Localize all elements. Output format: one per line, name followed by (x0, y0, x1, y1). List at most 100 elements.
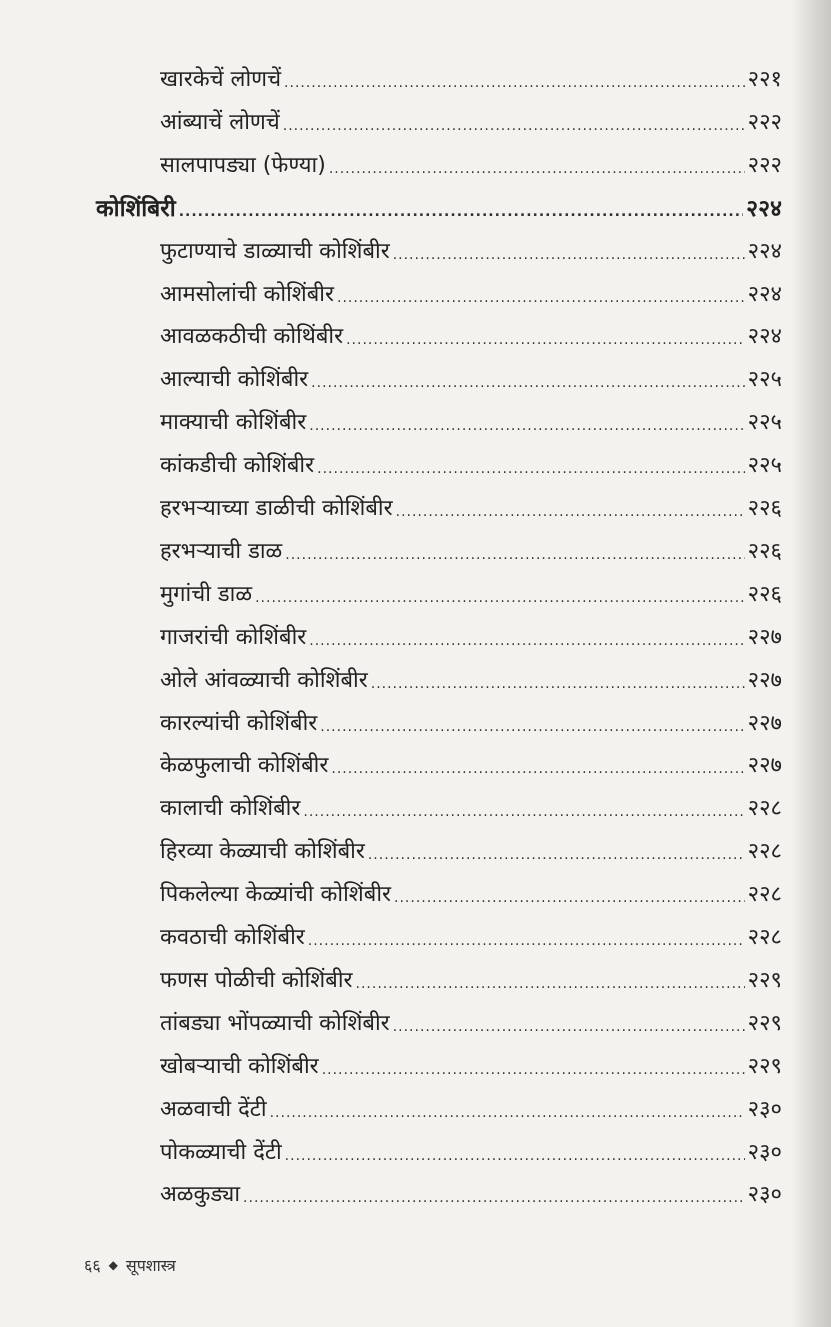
toc-entry: आल्याची कोशिंबीर २२५ (160, 355, 782, 395)
entry-title: मुगांची डाळ (160, 581, 253, 607)
dot-leader (309, 629, 744, 653)
entry-page-number: २२८ (747, 839, 782, 865)
toc-entry: फुटाण्याचे डाळ्याची कोशिंबीर २२४ (160, 227, 782, 267)
entry-title: अळकुड्या (160, 1182, 241, 1208)
diamond-bullet-icon: ◆ (108, 1258, 118, 1272)
entry-title: माक्याची कोशिंबीर (160, 410, 307, 436)
toc-entry: कारल्यांची कोशिंबीर २२७ (160, 699, 782, 739)
entry-page-number: २३० (747, 1139, 782, 1165)
entry-page-number: २२६ (747, 538, 782, 564)
dot-leader (346, 328, 745, 352)
entry-page-number: २२५ (747, 410, 782, 436)
entry-title: पिकलेल्या केळ्यांची कोशिंबीर (160, 882, 392, 908)
entry-page-number: २३० (747, 1096, 782, 1122)
entry-title: हरभऱ्याच्या डाळीची कोशिंबीर (160, 496, 393, 521)
dot-leader (285, 1144, 745, 1168)
entry-page-number: २२६ (747, 581, 782, 607)
toc-entry: हरभऱ्याची डाळ २२६ (160, 527, 782, 567)
toc-entry: माक्याची कोशिंबीर २२५ (160, 398, 782, 438)
entry-page-number: २२८ (747, 925, 782, 950)
dot-leader (371, 672, 745, 696)
toc-entry: आमसोलांची कोशिंबीर २२४ (160, 270, 782, 310)
dot-leader (303, 800, 744, 824)
entry-title: आमसोलांची कोशिंबीर (160, 281, 334, 307)
entry-page-number: २२७ (747, 667, 782, 693)
entry-title: तांबड्या भोंपळ्याची कोशिंबीर (160, 1010, 390, 1036)
entry-title: आंब्याचें लोणचें (160, 109, 280, 135)
entry-page-number: २२८ (747, 796, 782, 822)
toc-entry: खारकेचें लोणचें २२१ (160, 55, 782, 95)
toc-entry: कवठाची कोशिंबीर २२८ (160, 913, 782, 953)
entry-title: गाजरांची कोशिंबीर (160, 624, 307, 650)
toc-entry: हिरव्या केळ्याची कोशिंबीर २२८ (160, 827, 782, 867)
page-edge-shadow (791, 0, 831, 1327)
dot-leader (356, 972, 745, 996)
dot-leader (393, 1015, 745, 1039)
toc-entry: अळवाची देंटी २३० (160, 1085, 782, 1125)
entry-title: कारल्यांची कोशिंबीर (160, 710, 318, 736)
entry-title: कांकडीची कोशिंबीर (160, 453, 315, 479)
toc-entry: हरभऱ्याच्या डाळीची कोशिंबीर २२६ (160, 484, 782, 524)
entry-title: कवठाची कोशिंबीर (160, 925, 305, 950)
dot-leader (329, 157, 745, 181)
dot-leader (243, 1186, 745, 1210)
dot-leader (368, 843, 745, 867)
entry-title: पोकळ्याची देंटी (160, 1139, 282, 1165)
entry-title: केळफुलाची कोशिंबीर (160, 753, 329, 779)
dot-leader (320, 715, 744, 739)
entry-page-number: २२७ (747, 753, 782, 779)
dot-leader (396, 500, 745, 524)
entry-title: ओले आंवळ्याची कोशिंबीर (160, 667, 368, 693)
toc-entry: मुगांची डाळ २२६ (160, 570, 782, 610)
entry-page-number: २३० (747, 1182, 782, 1208)
entry-page-number: २२८ (747, 882, 782, 908)
entry-title: आल्याची कोशिंबीर (160, 367, 309, 393)
dot-leader (393, 243, 745, 267)
entry-page-number: २२५ (747, 367, 782, 393)
entry-page-number: २२९ (747, 967, 782, 993)
entry-title: खोबऱ्याची कोशिंबीर (160, 1053, 319, 1079)
toc-entry: केळफुलाची कोशिंबीर २२७ (160, 741, 782, 781)
dot-leader (317, 457, 745, 481)
toc-entry: पिकलेल्या केळ्यांची कोशिंबीर २२८ (160, 870, 782, 910)
entry-page-number: २२६ (747, 496, 782, 521)
entry-page-number: २२५ (747, 453, 782, 479)
entry-title: अळवाची देंटी (160, 1096, 267, 1122)
entry-title: कालाची कोशिंबीर (160, 796, 301, 822)
entry-page-number: २२४ (747, 281, 782, 307)
book-title: सूपशास्त्र (125, 1256, 176, 1275)
toc-entry: फणस पोळीची कोशिंबीर २२९ (160, 956, 782, 996)
entry-page-number: २२१ (747, 67, 782, 92)
dot-leader (309, 414, 744, 438)
toc-entry: आवळकठीची कोथिंबीर २२४ (160, 312, 782, 352)
toc-entry: कांकडीची कोशिंबीर २२५ (160, 441, 782, 481)
entry-title: सालपापड्या (फेण्या) (160, 152, 326, 178)
toc-entry: खोबऱ्याची कोशिंबीर २२९ (160, 1042, 782, 1082)
entry-title: फुटाण्याचे डाळ्याची कोशिंबीर (160, 238, 390, 264)
entry-page-number: २२४ (747, 238, 782, 264)
page-footer: ६६ ◆ सूपशास्त्र (84, 1254, 176, 1276)
dot-leader (337, 286, 745, 310)
entry-page-number: २२४ (746, 195, 782, 222)
entry-page-number: २२९ (747, 1053, 782, 1079)
entry-title: फणस पोळीची कोशिंबीर (160, 967, 353, 993)
dot-leader (284, 71, 745, 95)
entry-page-number: २२२ (747, 152, 782, 178)
toc-section-heading: कोशिंबिरी २२४ (96, 184, 782, 224)
toc-entry: पोकळ्याची देंटी २३० (160, 1128, 782, 1168)
entry-page-number: २२४ (747, 324, 782, 350)
entry-title: आवळकठीची कोथिंबीर (160, 324, 344, 350)
toc-entry: ओले आंवळ्याची कोशिंबीर २२७ (160, 656, 782, 696)
dot-leader (331, 757, 744, 781)
entry-title: खारकेचें लोणचें (160, 67, 282, 92)
dot-leader (270, 1101, 745, 1125)
entry-page-number: २२७ (747, 624, 782, 650)
dot-leader (308, 929, 745, 953)
dot-leader (255, 586, 745, 610)
toc-entry: आंब्याचें लोणचें २२२ (160, 98, 782, 138)
dot-leader (311, 371, 745, 395)
toc-entry: तांबड्या भोंपळ्याची कोशिंबीर २२९ (160, 999, 782, 1039)
dot-leader (283, 114, 745, 138)
toc-entry: गाजरांची कोशिंबीर २२७ (160, 613, 782, 653)
toc-entry: अळकुड्या २३० (160, 1170, 782, 1210)
